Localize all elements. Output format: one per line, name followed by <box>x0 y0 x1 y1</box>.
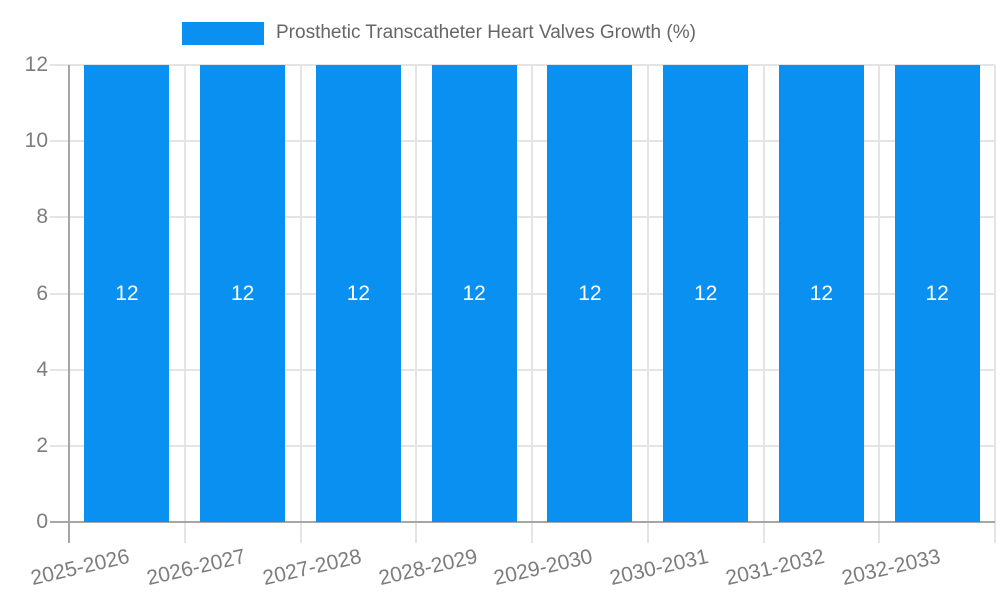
y-axis-line <box>68 65 70 543</box>
x-gridline <box>531 65 533 543</box>
y-gridline <box>50 216 995 219</box>
y-gridline <box>50 368 995 371</box>
bar-2029-2030[interactable]: 12 <box>547 65 633 522</box>
bar-2032-2033[interactable]: 12 <box>894 65 980 522</box>
x-axis-tick-label: 2032-2033 <box>839 545 943 591</box>
bar-value-label: 12 <box>925 281 949 305</box>
y-gridline <box>50 444 995 447</box>
bar-2031-2032[interactable]: 12 <box>778 65 864 522</box>
bar-2026-2027[interactable]: 12 <box>200 65 286 522</box>
x-gridline <box>762 65 765 543</box>
x-axis-tick-label: 2028-2029 <box>376 545 480 591</box>
y-axis-tick-label: 12 <box>24 53 48 76</box>
legend-label: Prosthetic Transcatheter Heart Valves Gr… <box>276 22 696 43</box>
bar-2028-2029[interactable]: 12 <box>431 65 517 522</box>
y-axis-tick-label: 0 <box>36 510 48 533</box>
x-axis-tick-label: 2027-2028 <box>260 545 364 591</box>
x-axis-tick-label: 2025-2026 <box>29 545 133 591</box>
y-axis-tick-label: 8 <box>36 205 48 229</box>
x-gridline <box>415 65 418 543</box>
bar-value-label: 12 <box>115 281 139 305</box>
y-gridline <box>50 292 995 295</box>
y-gridline <box>50 140 995 143</box>
x-axis-line <box>50 521 995 523</box>
x-axis-tick-label: 2031-2032 <box>723 545 827 591</box>
x-axis-tick-label: 2026-2027 <box>144 545 248 591</box>
y-axis-tick-label: 10 <box>24 129 48 153</box>
x-gridline <box>878 65 881 543</box>
bar-value-label: 12 <box>809 281 834 305</box>
legend-swatch-icon <box>182 21 264 45</box>
y-axis-tick-label: 2 <box>36 433 48 457</box>
bar-2025-2026[interactable]: 12 <box>84 65 170 522</box>
bar-value-label: 12 <box>578 281 602 305</box>
y-axis-tick-label: 6 <box>36 281 48 305</box>
bar-2030-2031[interactable]: 12 <box>663 65 749 522</box>
x-axis-tick-label: 2029-2030 <box>492 545 596 591</box>
x-gridline <box>646 65 649 543</box>
x-axis-tick-label: 2030-2031 <box>607 545 711 591</box>
bar-value-label: 12 <box>230 281 255 305</box>
y-axis-tick-label: 4 <box>36 357 48 381</box>
y-gridline <box>50 64 995 66</box>
x-gridline <box>299 65 302 543</box>
x-gridline <box>994 65 996 543</box>
bar-value-label: 12 <box>462 281 486 305</box>
bar-value-label: 12 <box>346 281 371 305</box>
legend[interactable]: Prosthetic Transcatheter Heart Valves Gr… <box>182 21 696 45</box>
bar-value-label: 12 <box>693 281 718 305</box>
bar-2027-2028[interactable]: 12 <box>315 65 401 522</box>
x-gridline <box>183 65 186 543</box>
